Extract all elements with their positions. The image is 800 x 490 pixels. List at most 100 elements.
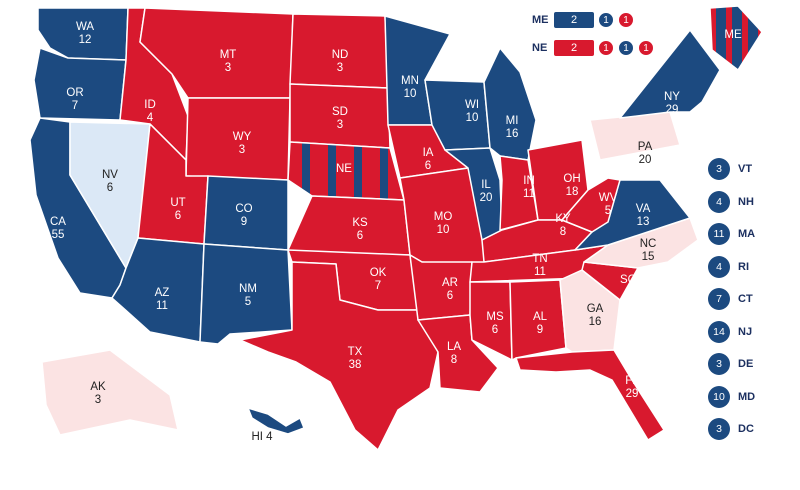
state-label-va: VA [636, 203, 651, 215]
state-label-id: ID [144, 99, 156, 111]
state-ak[interactable] [41, 349, 179, 436]
small-state-abbr: MA [738, 228, 756, 240]
state-label-wv: WV [599, 192, 618, 204]
state-label-ia: IA [423, 147, 434, 159]
state-label-wi: WI [465, 99, 479, 111]
small-state-votes: 7 [708, 288, 730, 310]
state-label-mo: MO [434, 211, 453, 223]
state-votes-mi: 16 [506, 128, 519, 140]
state-label-mi: MI [506, 115, 519, 127]
small-state-votes: 3 [708, 418, 730, 440]
state-label-wa: WA [76, 21, 94, 33]
small-state-nj[interactable]: 14 NJ [708, 320, 788, 344]
split-statewide-votes[interactable]: 2 [554, 12, 594, 28]
state-votes-oh: 18 [566, 186, 579, 198]
state-votes-wy: 3 [239, 144, 245, 156]
state-fl[interactable] [515, 349, 665, 441]
state-votes-wv: 5 [605, 205, 611, 217]
state-votes-pa: 20 [639, 154, 652, 166]
state-label-mt: MT [220, 49, 237, 61]
state-label-hi: HI 4 [251, 431, 273, 443]
state-votes-ny: 29 [666, 104, 679, 116]
split-statewide-votes[interactable]: 2 [554, 40, 594, 56]
state-label-in: IN [523, 175, 535, 187]
state-ms[interactable] [469, 281, 513, 361]
state-votes-or: 7 [72, 100, 78, 112]
state-label-ny: NY [664, 91, 680, 103]
state-votes-nc: 15 [642, 251, 655, 263]
state-wv[interactable] [561, 177, 621, 233]
state-ar[interactable] [409, 254, 473, 321]
state-or[interactable] [33, 47, 127, 121]
state-label-sc: SC [620, 274, 636, 286]
state-votes-mo: 10 [437, 224, 450, 236]
state-votes-ok: 7 [375, 280, 381, 292]
split-state-name: NE [532, 42, 548, 54]
small-state-abbr: RI [738, 260, 749, 273]
state-votes-ms: 6 [492, 324, 498, 336]
state-label-nm: NM [239, 283, 257, 295]
small-state-votes: 10 [708, 385, 730, 408]
state-label-ne: NE [336, 163, 352, 175]
district-vote-3[interactable]: 1 [638, 40, 654, 56]
state-hi[interactable] [247, 407, 305, 435]
state-label-ut: UT [170, 197, 185, 209]
small-state-abbr: CT [738, 293, 753, 305]
state-votes-fl: 29 [626, 388, 639, 400]
state-label-tn: TN [532, 253, 547, 265]
state-votes-ar: 6 [447, 290, 453, 302]
small-state-ma[interactable]: 11 MA [708, 222, 788, 246]
district-vote-2[interactable]: 1 [618, 12, 634, 28]
district-vote-1[interactable]: 1 [598, 40, 614, 56]
small-state-dc[interactable]: 3 DC [708, 417, 788, 441]
small-state-ri[interactable]: 4 RI [708, 255, 788, 279]
small-state-votes: 11 [708, 223, 730, 245]
district-vote-2[interactable]: 1 [618, 40, 634, 56]
state-votes-mn: 10 [404, 88, 417, 100]
state-al[interactable] [509, 279, 567, 361]
state-ny[interactable] [619, 29, 721, 119]
state-me[interactable] [709, 5, 763, 71]
state-label-nv: NV [102, 169, 118, 181]
state-ks[interactable] [287, 195, 411, 256]
small-state-abbr: MD [738, 390, 756, 403]
split-state-name: ME [532, 14, 549, 26]
state-label-az: AZ [155, 287, 170, 299]
state-label-ks: KS [352, 217, 368, 229]
small-state-de[interactable]: 3 DE [708, 352, 788, 376]
state-label-al: AL [533, 311, 548, 323]
state-label-oh: OH [563, 173, 580, 185]
state-votes-tx: 38 [349, 359, 362, 371]
small-state-nh[interactable]: 4 NH [708, 190, 788, 214]
state-label-ky: KY [555, 213, 571, 225]
small-state-md[interactable]: 10 MD [708, 385, 788, 409]
state-label-la: LA [447, 341, 461, 353]
state-votes-nm: 5 [245, 296, 251, 308]
state-votes-id: 4 [147, 112, 154, 124]
state-label-tx: TX [348, 346, 363, 358]
state-label-il: IL [481, 179, 491, 191]
small-state-votes: 3 [708, 158, 730, 180]
state-votes-az: 11 [156, 300, 168, 312]
district-vote-1[interactable]: 1 [598, 12, 614, 28]
state-votes-co: 9 [241, 216, 247, 228]
small-state-abbr: DE [738, 358, 754, 370]
small-state-ct[interactable]: 7 CT [708, 287, 788, 311]
state-votes-wi: 10 [466, 112, 479, 124]
state-votes-il: 20 [480, 192, 493, 204]
state-mi[interactable] [483, 47, 537, 161]
state-votes-ks: 6 [357, 230, 363, 242]
small-state-vt[interactable]: 3 VT [708, 157, 788, 181]
state-label-nd: ND [332, 49, 349, 61]
state-pa[interactable] [589, 111, 681, 161]
small-state-abbr: DC [738, 423, 754, 435]
state-votes-ia: 6 [425, 160, 431, 172]
small-state-abbr: NJ [738, 325, 753, 338]
state-votes-sc: 9 [625, 287, 631, 299]
state-label-ga: GA [587, 303, 604, 315]
state-tx[interactable] [239, 261, 439, 451]
state-votes-ak: 3 [95, 394, 101, 406]
state-votes-wa: 12 [79, 34, 92, 46]
state-label-nc: NC [640, 238, 657, 250]
state-label-mn: MN [401, 75, 419, 87]
